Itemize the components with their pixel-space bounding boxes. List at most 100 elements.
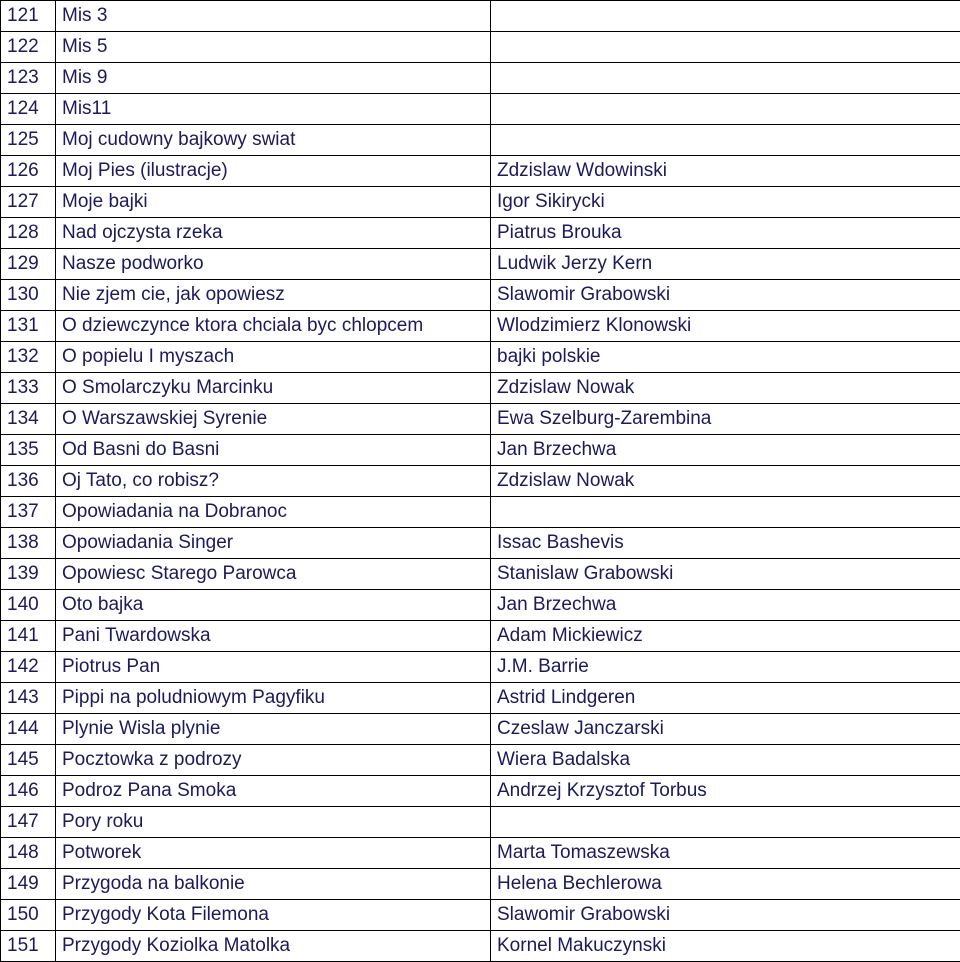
row-author: Wiera Badalska — [491, 745, 960, 776]
row-title: Nie zjem cie, jak opowiesz — [56, 280, 491, 311]
row-title: Oj Tato, co robisz? — [56, 466, 491, 497]
row-number: 138 — [1, 528, 56, 559]
row-number: 141 — [1, 621, 56, 652]
row-title: Potworek — [56, 838, 491, 869]
row-title: Mis 3 — [56, 1, 491, 32]
table-row: 125Moj cudowny bajkowy swiat — [1, 125, 960, 156]
table-row: 146Podroz Pana SmokaAndrzej Krzysztof To… — [1, 776, 960, 807]
row-number: 130 — [1, 280, 56, 311]
table-row: 134O Warszawskiej SyrenieEwa Szelburg-Za… — [1, 404, 960, 435]
row-title: Opowiesc Starego Parowca — [56, 559, 491, 590]
table-row: 137Opowiadania na Dobranoc — [1, 497, 960, 528]
row-author: Andrzej Krzysztof Torbus — [491, 776, 960, 807]
table-row: 149Przygoda na balkonieHelena Bechlerowa — [1, 869, 960, 900]
row-number: 147 — [1, 807, 56, 838]
row-number: 140 — [1, 590, 56, 621]
row-author: J.M. Barrie — [491, 652, 960, 683]
row-author — [491, 94, 960, 125]
row-title: O popielu I myszach — [56, 342, 491, 373]
row-author: Czeslaw Janczarski — [491, 714, 960, 745]
row-author: Slawomir Grabowski — [491, 280, 960, 311]
row-author: Marta Tomaszewska — [491, 838, 960, 869]
row-title: O dziewczynce ktora chciala byc chlopcem — [56, 311, 491, 342]
table-row: 131O dziewczynce ktora chciala byc chlop… — [1, 311, 960, 342]
table-row: 148PotworekMarta Tomaszewska — [1, 838, 960, 869]
row-number: 129 — [1, 249, 56, 280]
row-number: 148 — [1, 838, 56, 869]
row-author: Zdzislaw Wdowinski — [491, 156, 960, 187]
row-title: Opowiadania Singer — [56, 528, 491, 559]
table-row: 128Nad ojczysta rzekaPiatrus Brouka — [1, 218, 960, 249]
row-author — [491, 497, 960, 528]
row-number: 132 — [1, 342, 56, 373]
row-title: Nasze podworko — [56, 249, 491, 280]
table-row: 132O popielu I myszachbajki polskie — [1, 342, 960, 373]
row-number: 123 — [1, 63, 56, 94]
row-author: Adam Mickiewicz — [491, 621, 960, 652]
row-author — [491, 807, 960, 838]
book-table: 121Mis 3122Mis 5123Mis 9124Mis11125Moj c… — [0, 0, 960, 962]
row-author: Igor Sikirycki — [491, 187, 960, 218]
row-title: Pocztowka z podrozy — [56, 745, 491, 776]
row-number: 125 — [1, 125, 56, 156]
row-title: Przygoda na balkonie — [56, 869, 491, 900]
row-title: Nad ojczysta rzeka — [56, 218, 491, 249]
row-author: Ludwik Jerzy Kern — [491, 249, 960, 280]
table-row: 136Oj Tato, co robisz?Zdzislaw Nowak — [1, 466, 960, 497]
row-number: 150 — [1, 900, 56, 931]
table-row: 142Piotrus PanJ.M. Barrie — [1, 652, 960, 683]
table-row: 135Od Basni do BasniJan Brzechwa — [1, 435, 960, 466]
row-title: Moje bajki — [56, 187, 491, 218]
row-number: 143 — [1, 683, 56, 714]
table-row: 151Przygody Koziolka MatolkaKornel Makuc… — [1, 931, 960, 962]
row-author: bajki polskie — [491, 342, 960, 373]
row-title: Mis 5 — [56, 32, 491, 63]
row-author: Helena Bechlerowa — [491, 869, 960, 900]
row-number: 126 — [1, 156, 56, 187]
row-author: Jan Brzechwa — [491, 435, 960, 466]
row-number: 149 — [1, 869, 56, 900]
table-row: 145Pocztowka z podrozyWiera Badalska — [1, 745, 960, 776]
table-row: 121Mis 3 — [1, 1, 960, 32]
row-title: Pory roku — [56, 807, 491, 838]
row-title: Opowiadania na Dobranoc — [56, 497, 491, 528]
table-row: 124Mis11 — [1, 94, 960, 125]
table-row: 150Przygody Kota FilemonaSlawomir Grabow… — [1, 900, 960, 931]
row-author: Slawomir Grabowski — [491, 900, 960, 931]
row-title: Podroz Pana Smoka — [56, 776, 491, 807]
row-author — [491, 1, 960, 32]
row-title: O Smolarczyku Marcinku — [56, 373, 491, 404]
row-number: 134 — [1, 404, 56, 435]
row-author: Kornel Makuczynski — [491, 931, 960, 962]
row-author: Astrid Lindgeren — [491, 683, 960, 714]
row-number: 127 — [1, 187, 56, 218]
table-row: 122Mis 5 — [1, 32, 960, 63]
row-number: 135 — [1, 435, 56, 466]
table-row: 147Pory roku — [1, 807, 960, 838]
row-author — [491, 63, 960, 94]
table-row: 138Opowiadania SingerIssac Bashevis — [1, 528, 960, 559]
row-author — [491, 32, 960, 63]
row-number: 137 — [1, 497, 56, 528]
row-title: Mis 9 — [56, 63, 491, 94]
row-author: Piatrus Brouka — [491, 218, 960, 249]
table-row: 141Pani TwardowskaAdam Mickiewicz — [1, 621, 960, 652]
row-number: 122 — [1, 32, 56, 63]
table-row: 126Moj Pies (ilustracje)Zdzislaw Wdowins… — [1, 156, 960, 187]
row-author: Jan Brzechwa — [491, 590, 960, 621]
row-author: Ewa Szelburg-Zarembina — [491, 404, 960, 435]
table-row: 139Opowiesc Starego ParowcaStanislaw Gra… — [1, 559, 960, 590]
row-author: Zdzislaw Nowak — [491, 373, 960, 404]
table-row: 144Plynie Wisla plynieCzeslaw Janczarski — [1, 714, 960, 745]
row-title: Moj cudowny bajkowy swiat — [56, 125, 491, 156]
row-title: Oto bajka — [56, 590, 491, 621]
row-author — [491, 125, 960, 156]
row-number: 128 — [1, 218, 56, 249]
row-number: 133 — [1, 373, 56, 404]
row-number: 151 — [1, 931, 56, 962]
row-author: Wlodzimierz Klonowski — [491, 311, 960, 342]
book-table-body: 121Mis 3122Mis 5123Mis 9124Mis11125Moj c… — [1, 1, 960, 962]
row-title: Piotrus Pan — [56, 652, 491, 683]
row-number: 131 — [1, 311, 56, 342]
row-number: 139 — [1, 559, 56, 590]
